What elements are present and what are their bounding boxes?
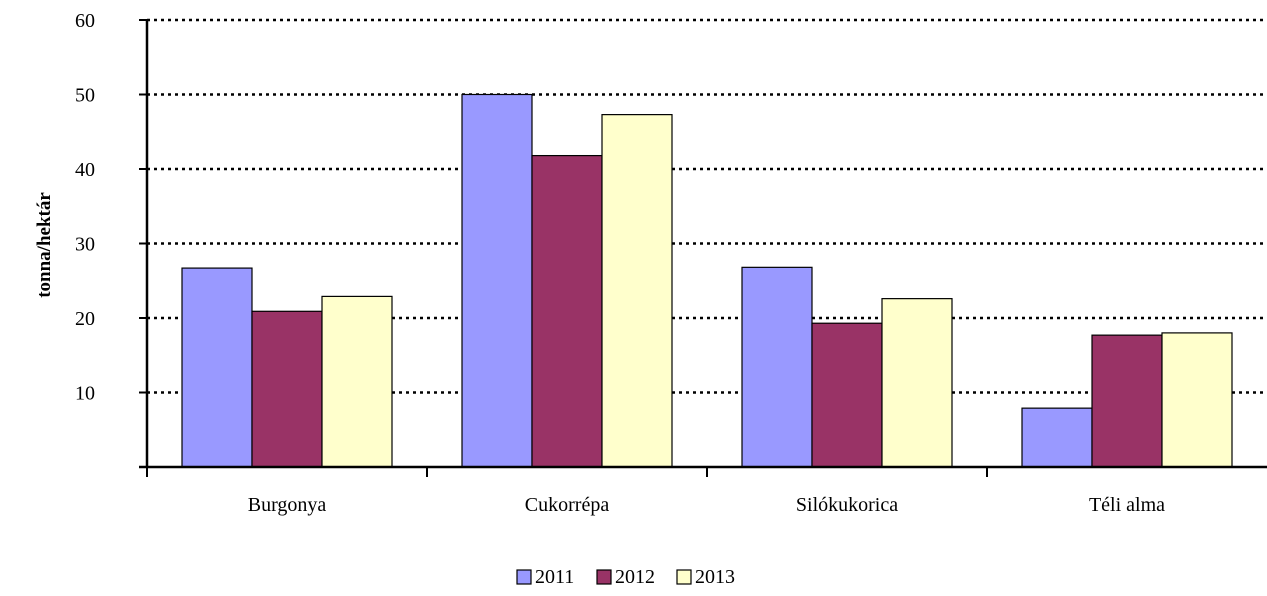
x-category-label: Cukorrépa xyxy=(525,494,610,516)
y-tick-label: 50 xyxy=(75,85,95,107)
bar-2013-3 xyxy=(1161,332,1233,468)
legend-swatch-2011 xyxy=(516,569,532,585)
bar-2011-0 xyxy=(181,267,253,468)
y-tick-label: 20 xyxy=(75,308,95,330)
x-category-labels: Burgonya Cukorrépa Silókukorica Téli alma xyxy=(248,494,1165,516)
bar-2012-0 xyxy=(251,310,323,468)
y-tick-label: 60 xyxy=(75,10,95,32)
bars xyxy=(181,93,1233,468)
bar-2011-3 xyxy=(1021,407,1093,468)
y-tick-label: 40 xyxy=(75,159,95,181)
y-tick-label: 30 xyxy=(75,234,95,256)
legend-swatch-2012 xyxy=(596,569,612,585)
bar-2013-1 xyxy=(601,114,673,468)
legend-swatch-2013 xyxy=(676,569,692,585)
bar-2011-1 xyxy=(461,93,533,468)
axes xyxy=(139,19,1267,477)
legend-label: 2013 xyxy=(695,566,735,588)
gridlines xyxy=(147,18,1267,394)
bar-2011-2 xyxy=(741,266,813,468)
legend-label: 2012 xyxy=(615,566,655,588)
bar-2013-2 xyxy=(881,298,953,468)
legend: 2011 2012 2013 xyxy=(516,566,735,588)
x-category-label: Téli alma xyxy=(1089,494,1165,516)
bar-2012-1 xyxy=(531,154,603,468)
bar-2012-3 xyxy=(1091,334,1163,468)
y-tick-label: 10 xyxy=(75,383,95,405)
legend-label: 2011 xyxy=(535,566,574,588)
y-tick-labels: 10 20 30 40 50 60 xyxy=(75,10,95,405)
bar-2013-0 xyxy=(321,295,393,468)
y-axis-title: tonna/hektár xyxy=(34,192,55,298)
bar-2012-2 xyxy=(811,322,883,468)
x-category-label: Burgonya xyxy=(248,494,327,516)
x-category-label: Silókukorica xyxy=(796,494,898,516)
